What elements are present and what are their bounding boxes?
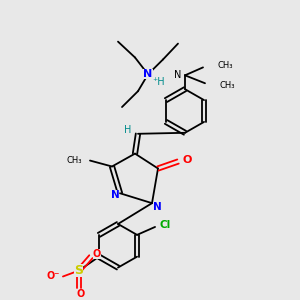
- Text: N: N: [111, 190, 119, 200]
- Text: Cl: Cl: [159, 220, 171, 230]
- Text: CH₃: CH₃: [217, 61, 233, 70]
- Text: N: N: [174, 70, 181, 80]
- Text: S: S: [74, 264, 83, 277]
- Text: O: O: [182, 154, 192, 165]
- Text: O⁻: O⁻: [46, 272, 60, 281]
- Text: H: H: [124, 125, 132, 135]
- Text: N: N: [143, 69, 153, 79]
- Text: N: N: [153, 202, 161, 212]
- Text: CH₃: CH₃: [219, 81, 235, 90]
- Text: O: O: [93, 249, 101, 259]
- Text: CH₃: CH₃: [67, 156, 82, 165]
- Text: ⁺H: ⁺H: [153, 77, 165, 87]
- Text: O: O: [77, 289, 85, 299]
